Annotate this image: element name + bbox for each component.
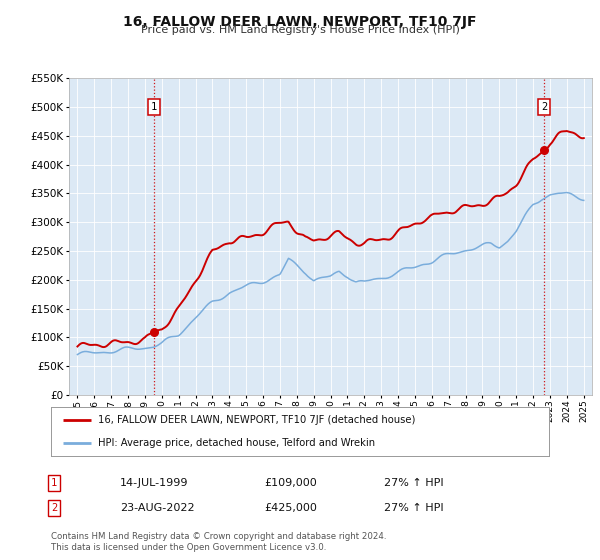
- Text: 16, FALLOW DEER LAWN, NEWPORT, TF10 7JF: 16, FALLOW DEER LAWN, NEWPORT, TF10 7JF: [123, 15, 477, 29]
- Text: 27% ↑ HPI: 27% ↑ HPI: [384, 478, 443, 488]
- Text: HPI: Average price, detached house, Telford and Wrekin: HPI: Average price, detached house, Telf…: [98, 438, 376, 448]
- Text: £109,000: £109,000: [264, 478, 317, 488]
- Text: 1: 1: [151, 102, 157, 112]
- Text: £425,000: £425,000: [264, 503, 317, 513]
- Text: 2: 2: [51, 503, 57, 513]
- Text: 14-JUL-1999: 14-JUL-1999: [120, 478, 188, 488]
- Text: 2: 2: [541, 102, 547, 112]
- Text: Price paid vs. HM Land Registry's House Price Index (HPI): Price paid vs. HM Land Registry's House …: [140, 25, 460, 35]
- Text: 1: 1: [51, 478, 57, 488]
- Text: 16, FALLOW DEER LAWN, NEWPORT, TF10 7JF (detached house): 16, FALLOW DEER LAWN, NEWPORT, TF10 7JF …: [98, 416, 416, 426]
- Text: 23-AUG-2022: 23-AUG-2022: [120, 503, 194, 513]
- Text: This data is licensed under the Open Government Licence v3.0.: This data is licensed under the Open Gov…: [51, 543, 326, 552]
- Text: Contains HM Land Registry data © Crown copyright and database right 2024.: Contains HM Land Registry data © Crown c…: [51, 532, 386, 541]
- Text: 27% ↑ HPI: 27% ↑ HPI: [384, 503, 443, 513]
